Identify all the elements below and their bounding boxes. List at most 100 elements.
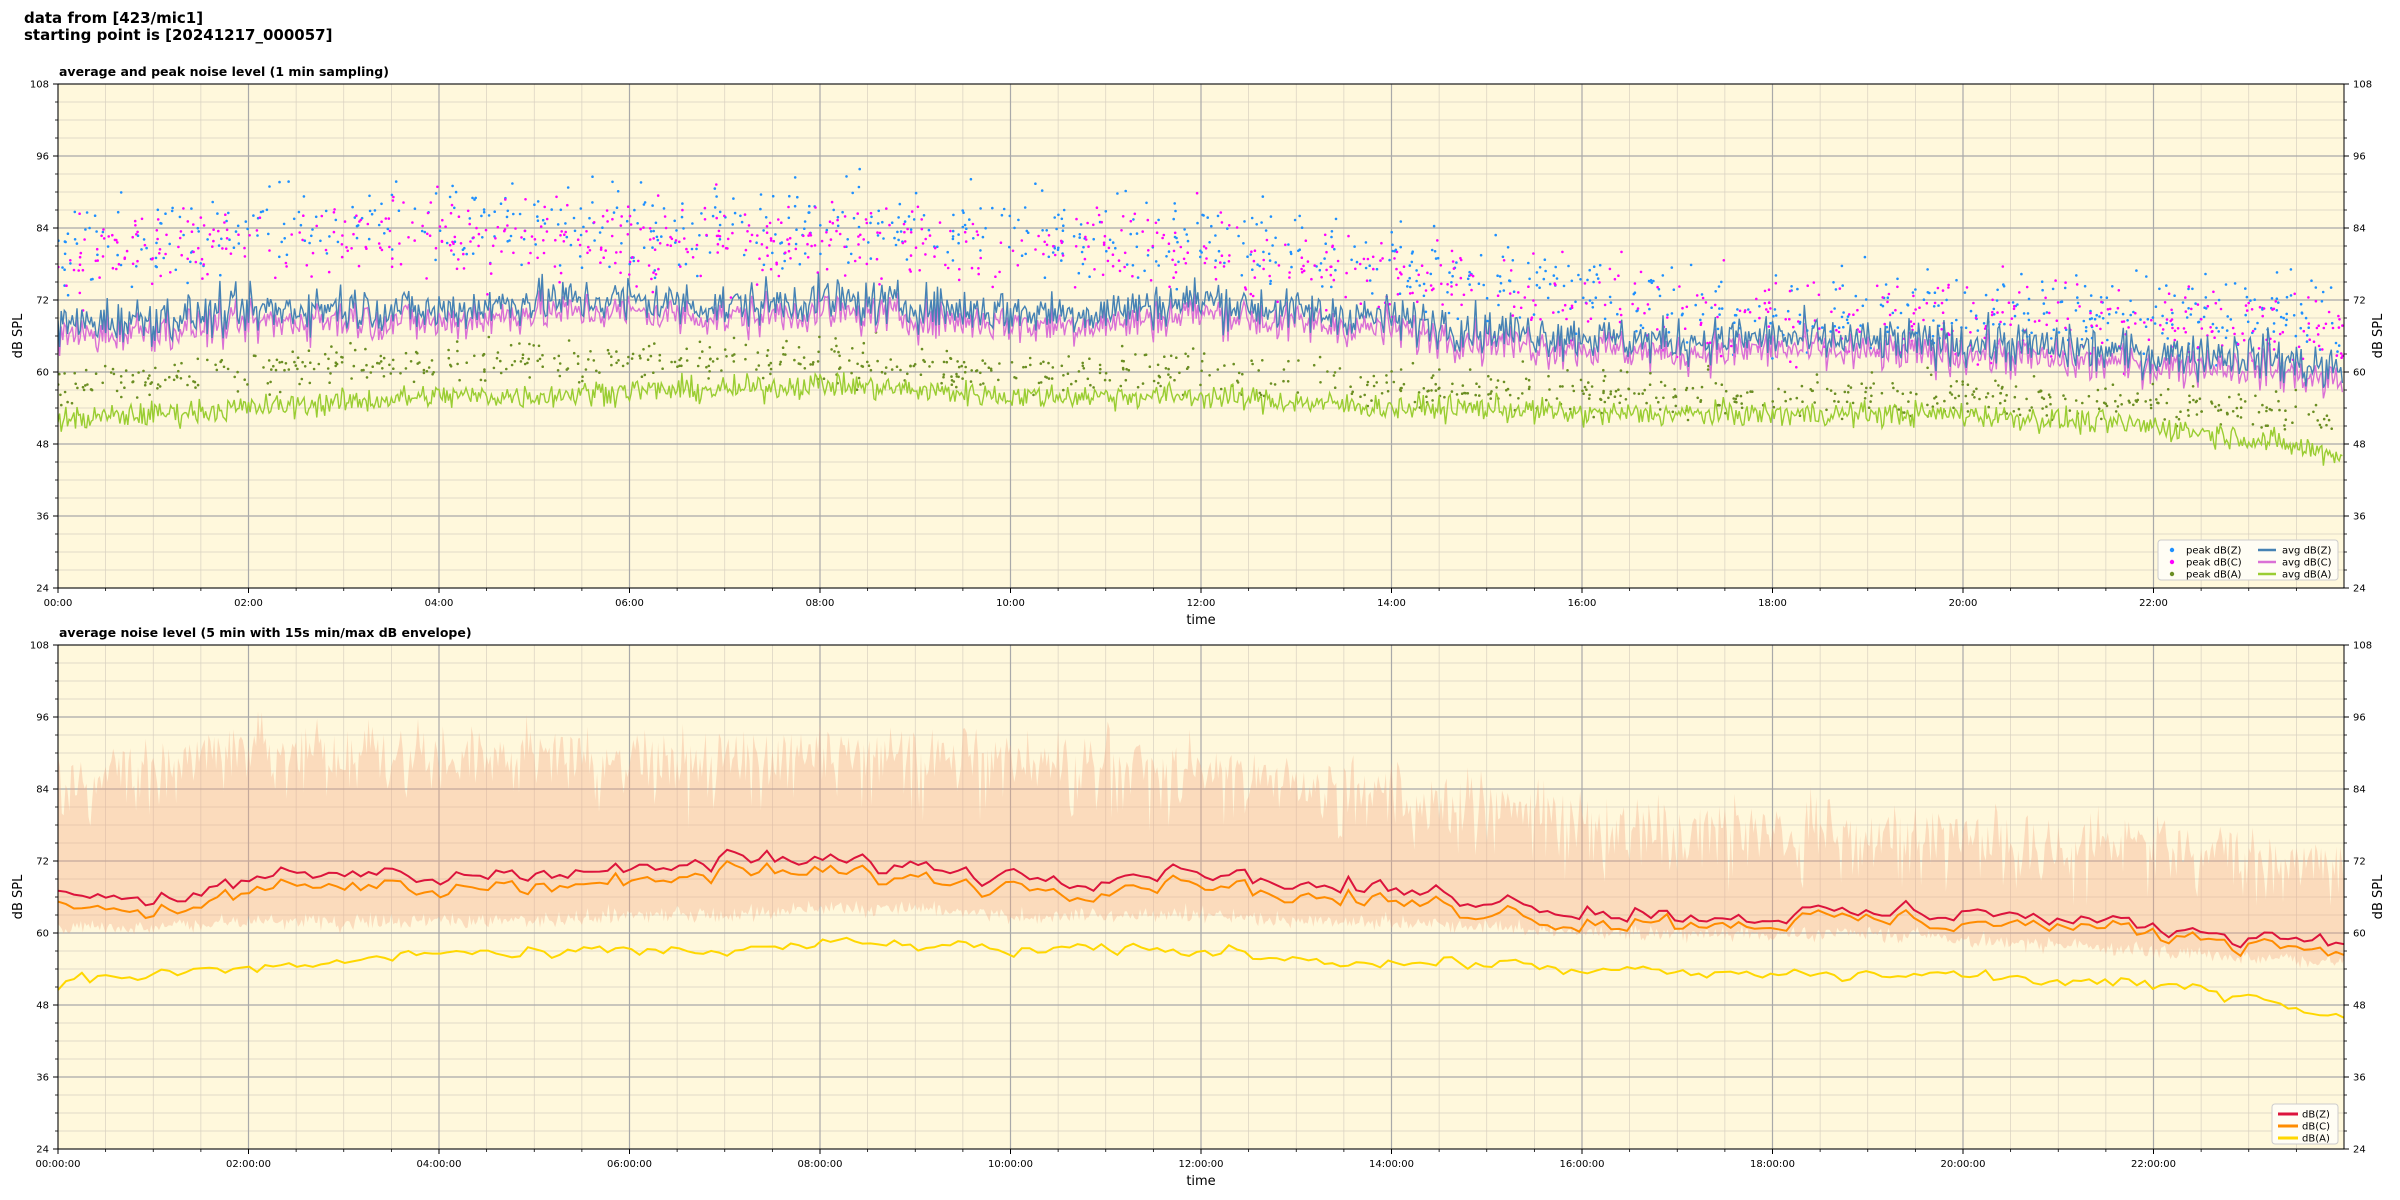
peak-point — [2108, 312, 2111, 316]
peak-point — [994, 275, 997, 279]
peak-point — [2022, 312, 2026, 315]
peak-point — [1265, 238, 1269, 242]
legend-marker — [2169, 571, 2175, 577]
peak-point — [82, 388, 86, 392]
peak-point — [2336, 350, 2339, 353]
peak-point — [1672, 288, 1676, 292]
peak-point — [1955, 318, 1958, 322]
peak-point — [581, 375, 584, 379]
peak-point — [227, 211, 230, 215]
peak-point — [705, 233, 708, 237]
peak-point — [302, 214, 305, 217]
peak-point — [1037, 234, 1040, 238]
peak-point — [811, 363, 815, 366]
peak-point — [1545, 398, 1548, 402]
peak-point — [1588, 299, 1592, 302]
peak-point — [1801, 400, 1804, 404]
peak-point — [2307, 296, 2310, 299]
peak-point — [606, 220, 609, 223]
peak-point — [1269, 382, 1273, 385]
peak-point — [1434, 382, 1437, 386]
peak-point — [762, 263, 766, 267]
peak-point — [1508, 393, 1512, 397]
peak-point — [2114, 399, 2117, 403]
peak-point — [1996, 288, 1999, 292]
peak-point — [154, 256, 158, 260]
peak-point — [463, 246, 466, 250]
peak-point — [1145, 201, 1148, 205]
peak-point — [1903, 411, 1906, 414]
peak-point — [414, 350, 418, 354]
peak-point — [662, 207, 666, 210]
peak-point — [221, 247, 224, 250]
peak-point — [2100, 417, 2103, 421]
peak-point — [1086, 221, 1089, 225]
peak-point — [285, 265, 288, 268]
peak-point — [1438, 386, 1441, 390]
peak-point — [70, 401, 74, 405]
peak-point — [387, 217, 391, 220]
peak-point — [1961, 380, 1964, 383]
peak-point — [2319, 426, 2323, 429]
peak-point — [527, 357, 530, 361]
peak-point — [1499, 281, 1503, 285]
peak-point — [1784, 399, 1787, 403]
peak-point — [1168, 285, 1171, 289]
peak-point — [715, 216, 718, 220]
peak-point — [2274, 390, 2278, 393]
peak-point — [1700, 385, 1704, 389]
peak-point — [539, 225, 543, 228]
peak-point — [588, 216, 591, 220]
peak-point — [447, 356, 451, 360]
peak-point — [217, 244, 221, 247]
peak-point — [144, 381, 147, 384]
peak-point — [1558, 385, 1562, 388]
peak-point — [1912, 312, 1916, 315]
peak-point — [1273, 383, 1277, 386]
peak-point — [274, 368, 278, 372]
peak-point — [1060, 241, 1064, 245]
peak-point — [1774, 314, 1778, 317]
peak-point — [307, 349, 311, 353]
y-tick-label-left: 60 — [36, 368, 49, 379]
peak-point — [1769, 321, 1772, 325]
peak-point — [725, 355, 728, 358]
peak-point — [1133, 212, 1137, 216]
peak-point — [841, 210, 844, 214]
peak-point — [2161, 328, 2165, 331]
peak-point — [1167, 250, 1171, 253]
peak-point — [1699, 399, 1703, 402]
peak-point — [759, 193, 763, 196]
peak-point — [164, 378, 167, 382]
peak-point — [1957, 394, 1961, 398]
peak-point — [1312, 363, 1316, 367]
peak-point — [685, 347, 688, 351]
peak-point — [1918, 306, 1921, 310]
y-tick-label-right: 96 — [2353, 152, 2366, 163]
peak-point — [522, 237, 526, 241]
peak-point — [236, 370, 239, 374]
peak-point — [814, 206, 817, 209]
peak-point — [2302, 329, 2306, 333]
peak-point — [674, 241, 677, 244]
peak-point — [2002, 284, 2006, 288]
peak-point — [2173, 338, 2177, 342]
peak-point — [1843, 390, 1847, 394]
peak-point — [2278, 408, 2281, 412]
peak-point — [1232, 362, 1235, 366]
peak-point — [2275, 309, 2279, 312]
peak-point — [206, 238, 209, 241]
peak-point — [566, 186, 570, 189]
peak-point — [135, 233, 138, 236]
peak-point — [399, 262, 403, 266]
peak-point — [1736, 308, 1739, 311]
peak-point — [1034, 248, 1037, 251]
peak-point — [1148, 365, 1152, 369]
peak-point — [585, 230, 588, 233]
peak-point — [857, 243, 860, 246]
peak-point — [2100, 300, 2103, 304]
peak-point — [2192, 398, 2195, 402]
peak-point — [1909, 391, 1912, 394]
peak-point — [851, 191, 854, 195]
peak-point — [1227, 260, 1231, 263]
